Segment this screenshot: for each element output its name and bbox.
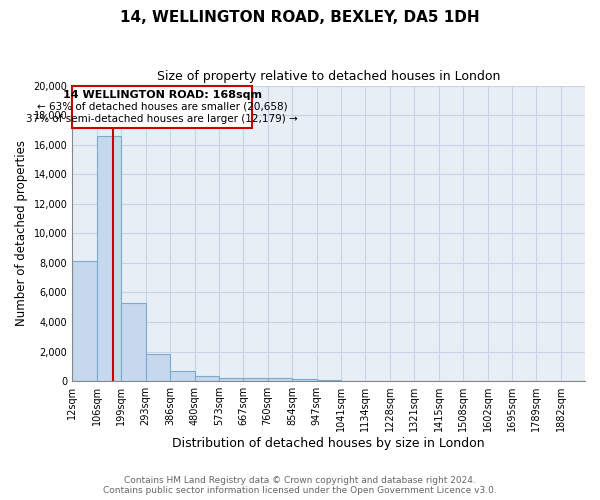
Bar bbox=[244, 378, 268, 381]
Bar bbox=[317, 380, 341, 381]
Text: Contains HM Land Registry data © Crown copyright and database right 2024.
Contai: Contains HM Land Registry data © Crown c… bbox=[103, 476, 497, 495]
FancyBboxPatch shape bbox=[72, 86, 252, 128]
Bar bbox=[292, 379, 317, 381]
Bar bbox=[72, 262, 97, 381]
Bar bbox=[170, 370, 194, 381]
Text: 37% of semi-detached houses are larger (12,179) →: 37% of semi-detached houses are larger (… bbox=[26, 114, 298, 124]
Text: 14, WELLINGTON ROAD, BEXLEY, DA5 1DH: 14, WELLINGTON ROAD, BEXLEY, DA5 1DH bbox=[120, 10, 480, 25]
Bar bbox=[194, 376, 219, 381]
Bar bbox=[219, 378, 244, 381]
X-axis label: Distribution of detached houses by size in London: Distribution of detached houses by size … bbox=[172, 437, 485, 450]
Title: Size of property relative to detached houses in London: Size of property relative to detached ho… bbox=[157, 70, 500, 83]
Bar bbox=[121, 303, 146, 381]
Bar bbox=[146, 354, 170, 381]
Text: 14 WELLINGTON ROAD: 168sqm: 14 WELLINGTON ROAD: 168sqm bbox=[62, 90, 262, 100]
Bar bbox=[268, 378, 292, 381]
Y-axis label: Number of detached properties: Number of detached properties bbox=[15, 140, 28, 326]
Bar bbox=[97, 136, 121, 381]
Text: ← 63% of detached houses are smaller (20,658): ← 63% of detached houses are smaller (20… bbox=[37, 102, 287, 112]
